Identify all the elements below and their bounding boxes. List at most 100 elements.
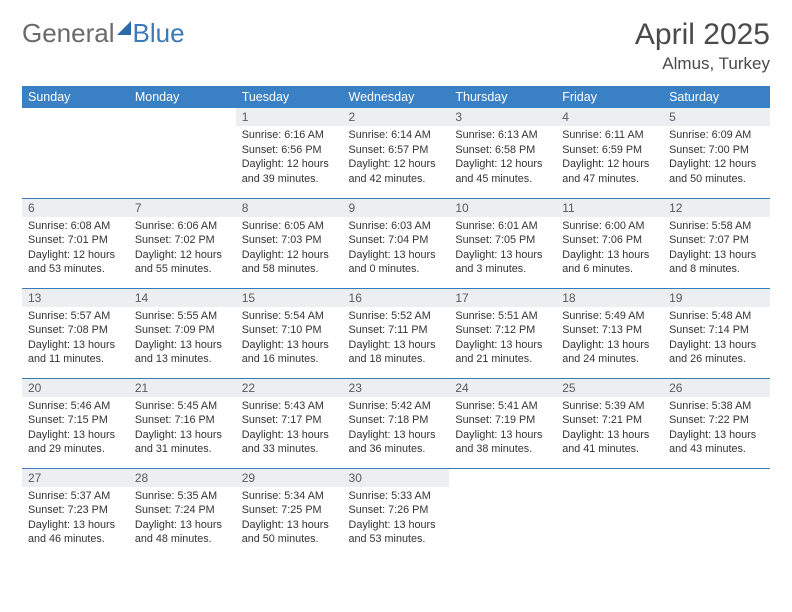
day-line: and 11 minutes. <box>28 352 123 367</box>
day-line: Daylight: 13 hours <box>28 338 123 353</box>
day-line: Sunset: 7:22 PM <box>669 413 764 428</box>
day-details: Sunrise: 5:54 AMSunset: 7:10 PMDaylight:… <box>236 307 343 373</box>
day-number: 24 <box>449 379 556 397</box>
day-line: and 16 minutes. <box>242 352 337 367</box>
day-number: 17 <box>449 289 556 307</box>
day-line: Sunrise: 5:55 AM <box>135 309 230 324</box>
day-line: Daylight: 13 hours <box>349 338 444 353</box>
day-line: Daylight: 13 hours <box>669 428 764 443</box>
day-number: 23 <box>343 379 450 397</box>
day-line: Sunset: 7:23 PM <box>28 503 123 518</box>
day-line: Sunrise: 5:58 AM <box>669 219 764 234</box>
calendar-cell: 13Sunrise: 5:57 AMSunset: 7:08 PMDayligh… <box>22 288 129 378</box>
day-number: 6 <box>22 199 129 217</box>
calendar-cell: 25Sunrise: 5:39 AMSunset: 7:21 PMDayligh… <box>556 378 663 468</box>
day-number: 21 <box>129 379 236 397</box>
day-header: Saturday <box>663 86 770 108</box>
day-line: Daylight: 12 hours <box>28 248 123 263</box>
page-title: April 2025 <box>635 18 770 52</box>
day-details: Sunrise: 5:43 AMSunset: 7:17 PMDaylight:… <box>236 397 343 463</box>
day-line: Sunset: 7:07 PM <box>669 233 764 248</box>
calendar-cell: 2Sunrise: 6:14 AMSunset: 6:57 PMDaylight… <box>343 108 450 198</box>
calendar-cell: 27Sunrise: 5:37 AMSunset: 7:23 PMDayligh… <box>22 468 129 558</box>
day-number: 4 <box>556 108 663 126</box>
day-line: and 53 minutes. <box>28 262 123 277</box>
calendar-cell: 23Sunrise: 5:42 AMSunset: 7:18 PMDayligh… <box>343 378 450 468</box>
day-details: Sunrise: 5:52 AMSunset: 7:11 PMDaylight:… <box>343 307 450 373</box>
day-details: Sunrise: 5:45 AMSunset: 7:16 PMDaylight:… <box>129 397 236 463</box>
calendar-body: 1Sunrise: 6:16 AMSunset: 6:56 PMDaylight… <box>22 108 770 558</box>
day-line: Sunrise: 5:48 AM <box>669 309 764 324</box>
day-number <box>449 469 556 487</box>
day-line: Daylight: 12 hours <box>349 157 444 172</box>
day-line: Sunrise: 5:37 AM <box>28 489 123 504</box>
day-line: Sunrise: 5:42 AM <box>349 399 444 414</box>
page-subtitle: Almus, Turkey <box>635 54 770 74</box>
day-number: 9 <box>343 199 450 217</box>
day-details: Sunrise: 5:58 AMSunset: 7:07 PMDaylight:… <box>663 217 770 283</box>
calendar-cell: 14Sunrise: 5:55 AMSunset: 7:09 PMDayligh… <box>129 288 236 378</box>
calendar-cell: 10Sunrise: 6:01 AMSunset: 7:05 PMDayligh… <box>449 198 556 288</box>
day-header: Wednesday <box>343 86 450 108</box>
title-block: April 2025 Almus, Turkey <box>635 18 770 74</box>
day-number: 13 <box>22 289 129 307</box>
calendar-cell <box>129 108 236 198</box>
calendar-cell: 28Sunrise: 5:35 AMSunset: 7:24 PMDayligh… <box>129 468 236 558</box>
day-line: Sunrise: 6:14 AM <box>349 128 444 143</box>
calendar-cell <box>22 108 129 198</box>
day-number: 28 <box>129 469 236 487</box>
day-line: Sunset: 7:06 PM <box>562 233 657 248</box>
logo-text-right: Blue <box>133 18 185 49</box>
day-line: and 21 minutes. <box>455 352 550 367</box>
day-line: Sunset: 6:58 PM <box>455 143 550 158</box>
day-number: 26 <box>663 379 770 397</box>
day-line: Sunrise: 5:38 AM <box>669 399 764 414</box>
day-line: Daylight: 13 hours <box>28 428 123 443</box>
day-line: and 33 minutes. <box>242 442 337 457</box>
day-line: Sunset: 7:00 PM <box>669 143 764 158</box>
day-line: Sunset: 7:02 PM <box>135 233 230 248</box>
day-details: Sunrise: 6:14 AMSunset: 6:57 PMDaylight:… <box>343 126 450 192</box>
calendar-cell: 19Sunrise: 5:48 AMSunset: 7:14 PMDayligh… <box>663 288 770 378</box>
day-number: 12 <box>663 199 770 217</box>
day-number: 11 <box>556 199 663 217</box>
day-line: and 46 minutes. <box>28 532 123 547</box>
day-details: Sunrise: 5:38 AMSunset: 7:22 PMDaylight:… <box>663 397 770 463</box>
day-line: Sunset: 7:04 PM <box>349 233 444 248</box>
day-number: 8 <box>236 199 343 217</box>
day-number: 3 <box>449 108 556 126</box>
day-line: Daylight: 13 hours <box>562 338 657 353</box>
day-line: Sunset: 7:15 PM <box>28 413 123 428</box>
day-line: and 55 minutes. <box>135 262 230 277</box>
day-line: and 26 minutes. <box>669 352 764 367</box>
calendar-cell: 11Sunrise: 6:00 AMSunset: 7:06 PMDayligh… <box>556 198 663 288</box>
calendar-cell: 20Sunrise: 5:46 AMSunset: 7:15 PMDayligh… <box>22 378 129 468</box>
day-line: and 8 minutes. <box>669 262 764 277</box>
day-line: Daylight: 13 hours <box>349 518 444 533</box>
day-line: Daylight: 13 hours <box>455 338 550 353</box>
day-details: Sunrise: 5:33 AMSunset: 7:26 PMDaylight:… <box>343 487 450 553</box>
calendar-cell: 5Sunrise: 6:09 AMSunset: 7:00 PMDaylight… <box>663 108 770 198</box>
day-details: Sunrise: 6:08 AMSunset: 7:01 PMDaylight:… <box>22 217 129 283</box>
day-line: Daylight: 12 hours <box>242 248 337 263</box>
calendar-cell: 18Sunrise: 5:49 AMSunset: 7:13 PMDayligh… <box>556 288 663 378</box>
day-details: Sunrise: 6:06 AMSunset: 7:02 PMDaylight:… <box>129 217 236 283</box>
day-line: Sunrise: 6:03 AM <box>349 219 444 234</box>
day-number: 2 <box>343 108 450 126</box>
day-number: 25 <box>556 379 663 397</box>
header: General Blue April 2025 Almus, Turkey <box>22 18 770 74</box>
day-line: Sunrise: 5:46 AM <box>28 399 123 414</box>
calendar-cell: 15Sunrise: 5:54 AMSunset: 7:10 PMDayligh… <box>236 288 343 378</box>
day-line: Sunrise: 5:34 AM <box>242 489 337 504</box>
day-details: Sunrise: 6:11 AMSunset: 6:59 PMDaylight:… <box>556 126 663 192</box>
day-details: Sunrise: 5:35 AMSunset: 7:24 PMDaylight:… <box>129 487 236 553</box>
logo-mark-icon <box>117 21 131 35</box>
day-number: 18 <box>556 289 663 307</box>
day-line: and 18 minutes. <box>349 352 444 367</box>
day-line: Sunset: 7:13 PM <box>562 323 657 338</box>
day-number: 14 <box>129 289 236 307</box>
day-line: Daylight: 13 hours <box>349 428 444 443</box>
day-line: Sunrise: 6:16 AM <box>242 128 337 143</box>
day-details: Sunrise: 6:00 AMSunset: 7:06 PMDaylight:… <box>556 217 663 283</box>
day-line: Sunrise: 6:08 AM <box>28 219 123 234</box>
